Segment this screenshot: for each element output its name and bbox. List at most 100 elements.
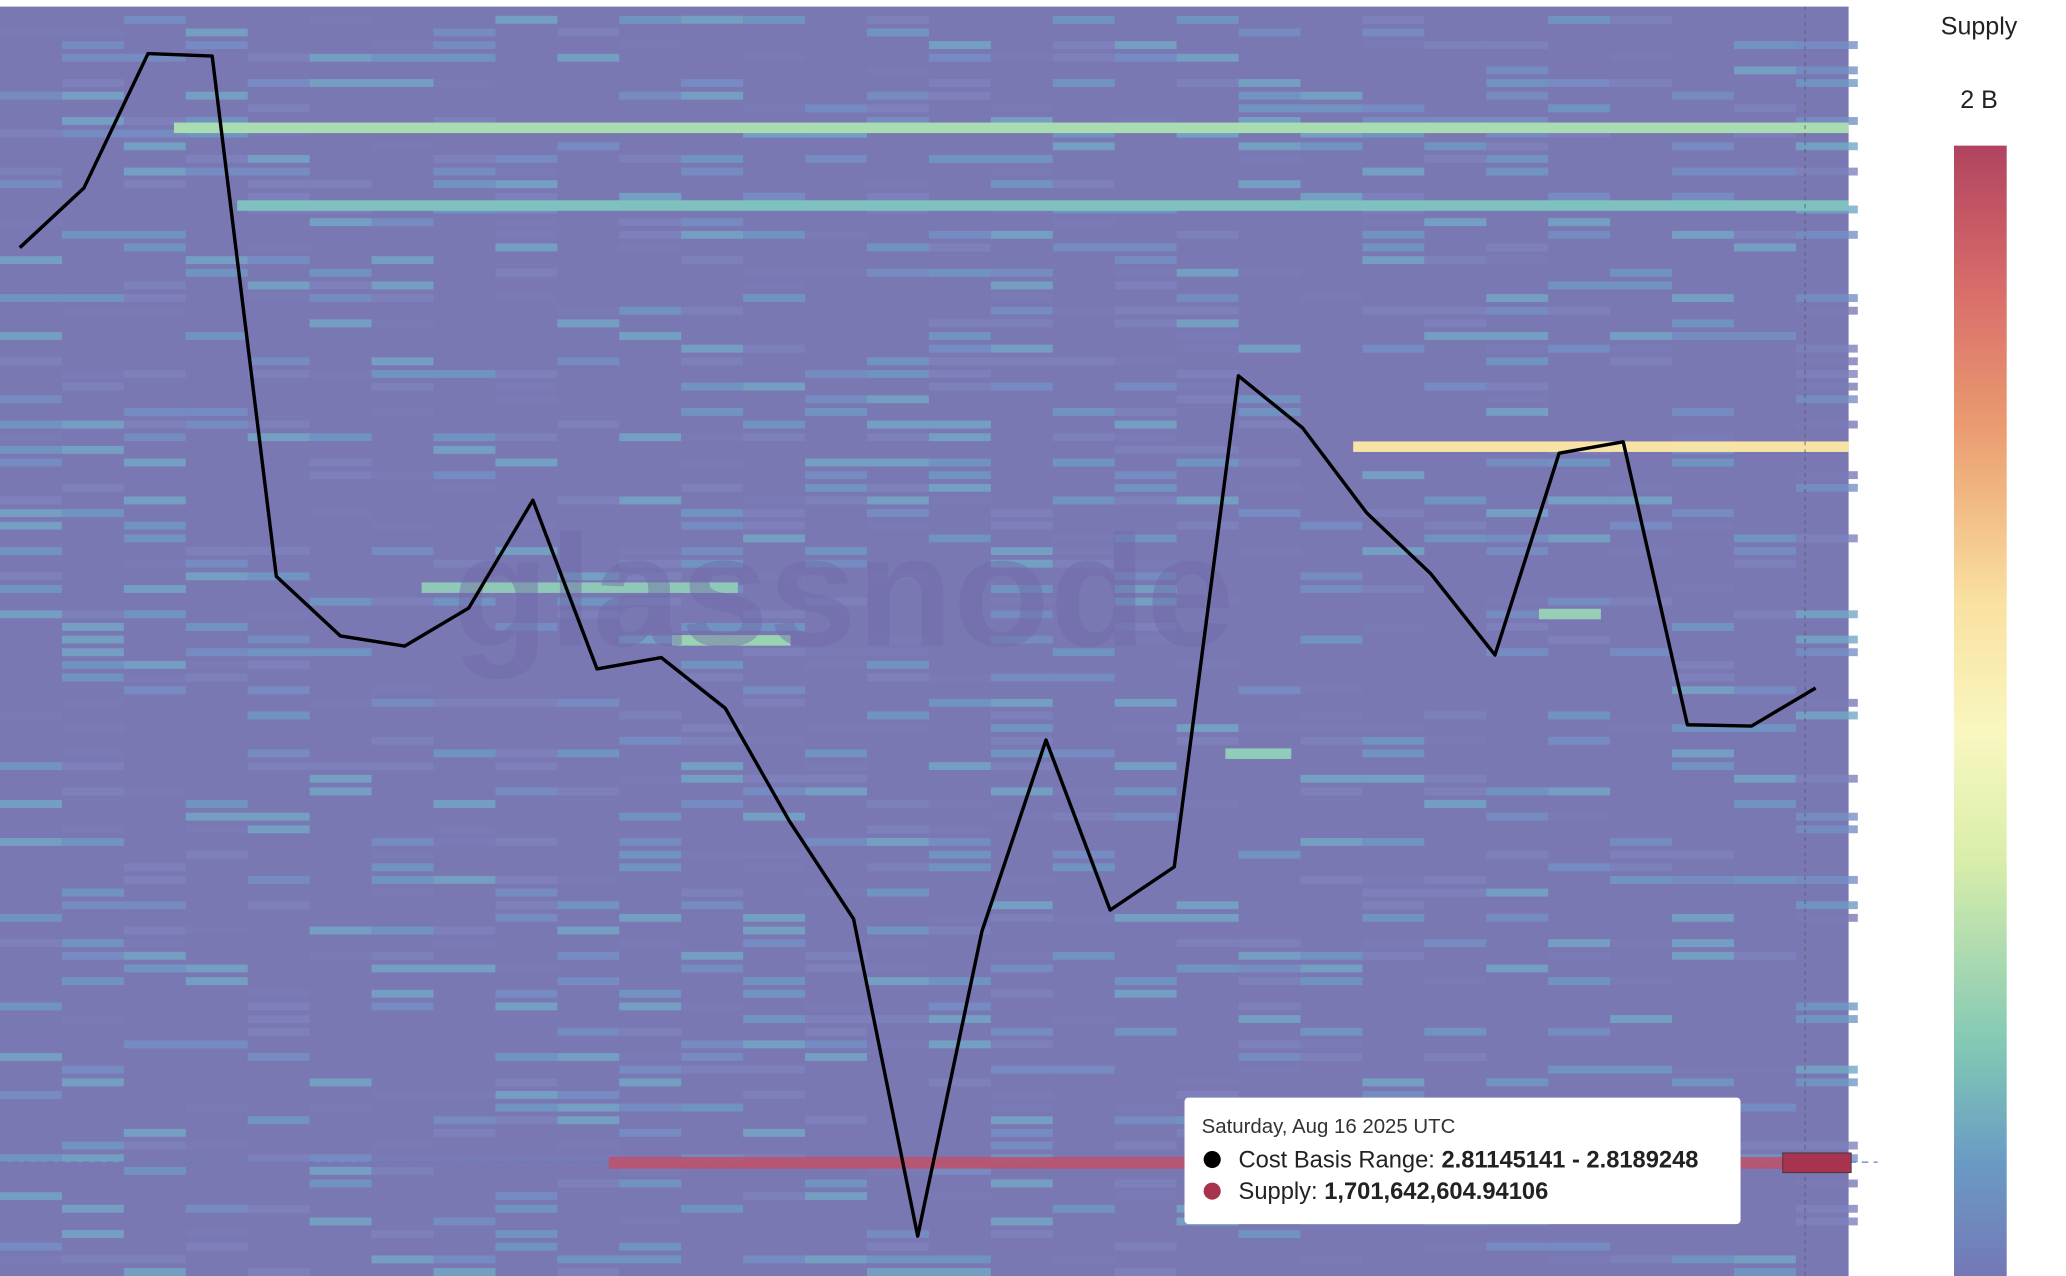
heat-cell [1362,306,1425,315]
heat-cell [495,192,558,201]
heat-cell [866,1166,929,1175]
heat-cell [495,1242,558,1251]
heat-cell [1610,281,1673,290]
heat-cell [1486,344,1549,353]
heat-cell [1486,382,1549,391]
heat-cell [247,901,310,910]
heat-cell [557,496,620,505]
heat-cell [805,749,867,758]
heat-cell [1176,1078,1239,1087]
heat-cell [928,1015,991,1024]
heat-cell [123,142,186,151]
heat-cell [185,407,248,416]
heat-cell [1362,547,1425,555]
heat-cell [1176,129,1239,138]
heat-cell [495,369,558,378]
heat-cell [1548,1065,1611,1074]
heat-cell [0,762,62,771]
heat-cell [805,1015,867,1024]
heat-cell [1114,1103,1177,1112]
heat-cell [928,977,991,986]
heat-cell [681,306,744,315]
heat-cell [433,41,496,50]
heat-cell [619,838,682,846]
heat-cell [681,218,744,227]
heat-cell [495,1230,558,1239]
heat-cell [247,762,310,771]
heat-cell [1486,256,1549,265]
heat-cell [1733,686,1796,695]
heat-cell [1610,268,1673,277]
heat-cell [61,306,124,315]
heat-cell [61,1255,124,1264]
heat-cell [990,1040,1053,1049]
heat-cell [1424,774,1487,783]
heat-cell [123,496,186,505]
heat-cell [1610,1255,1673,1264]
heat-cell [1795,382,1858,391]
heat-cell [928,838,991,846]
heat-cell [123,787,186,796]
colorbar-tick-label: 2 B [1960,86,1998,114]
heat-cell [1300,977,1363,986]
heat-cell [805,660,867,669]
heat-cell [805,104,867,113]
heat-cell [495,989,558,998]
heat-cell [990,749,1053,758]
heat-cell [123,686,186,695]
heat-cell [1672,521,1734,530]
heat-cell [0,496,62,505]
heat-cell [1362,344,1425,353]
heat-cell [1795,534,1858,543]
heat-cell [1052,1065,1115,1074]
heat-cell [433,1255,496,1264]
heat-cell [866,648,929,657]
heat-cell [495,1002,558,1011]
heat-cell [1795,711,1858,720]
heat-cell [990,1065,1053,1074]
heat-cell [557,610,620,619]
heat-cell [495,1116,558,1125]
heat-cell [1672,91,1734,100]
heat-cell [990,964,1053,973]
heat-cell [433,53,496,62]
heat-cell [1300,787,1363,796]
heat-cell [495,433,558,442]
heat-cell [371,294,434,303]
heat-cell [1548,230,1611,239]
heat-cell [1795,357,1858,366]
heat-cell [1300,129,1363,138]
heat-cell [495,749,558,758]
heat-cell [1176,79,1239,87]
heat-cell [928,357,991,366]
heat-cell [61,1015,124,1024]
heat-cell [990,635,1053,644]
heat-cell [123,281,186,290]
heat-cell [61,648,124,657]
heat-cell [1733,104,1796,113]
heat-cell [309,180,372,189]
heat-cell [866,28,929,37]
heat-cell [1052,648,1115,657]
heat-cell [433,800,496,808]
heat-cell [681,15,744,24]
heat-cell [1733,559,1796,568]
heat-cell [1424,142,1487,151]
heat-cell [371,1002,434,1011]
heat-cell [433,559,496,568]
heat-cell [619,989,682,998]
heat-cell [743,698,806,707]
heat-cell [928,420,991,429]
heat-cell [247,1204,310,1213]
heat-cell [928,926,991,935]
heat-cell [61,635,124,644]
heat-cell [1114,597,1177,606]
heat-cell [123,585,186,593]
heat-cell [0,838,62,846]
heat-cell [1052,863,1115,872]
heat-cell [1424,154,1487,163]
heat-cell [1176,332,1239,340]
heat-cell [0,294,62,303]
heat-cell [433,167,496,176]
